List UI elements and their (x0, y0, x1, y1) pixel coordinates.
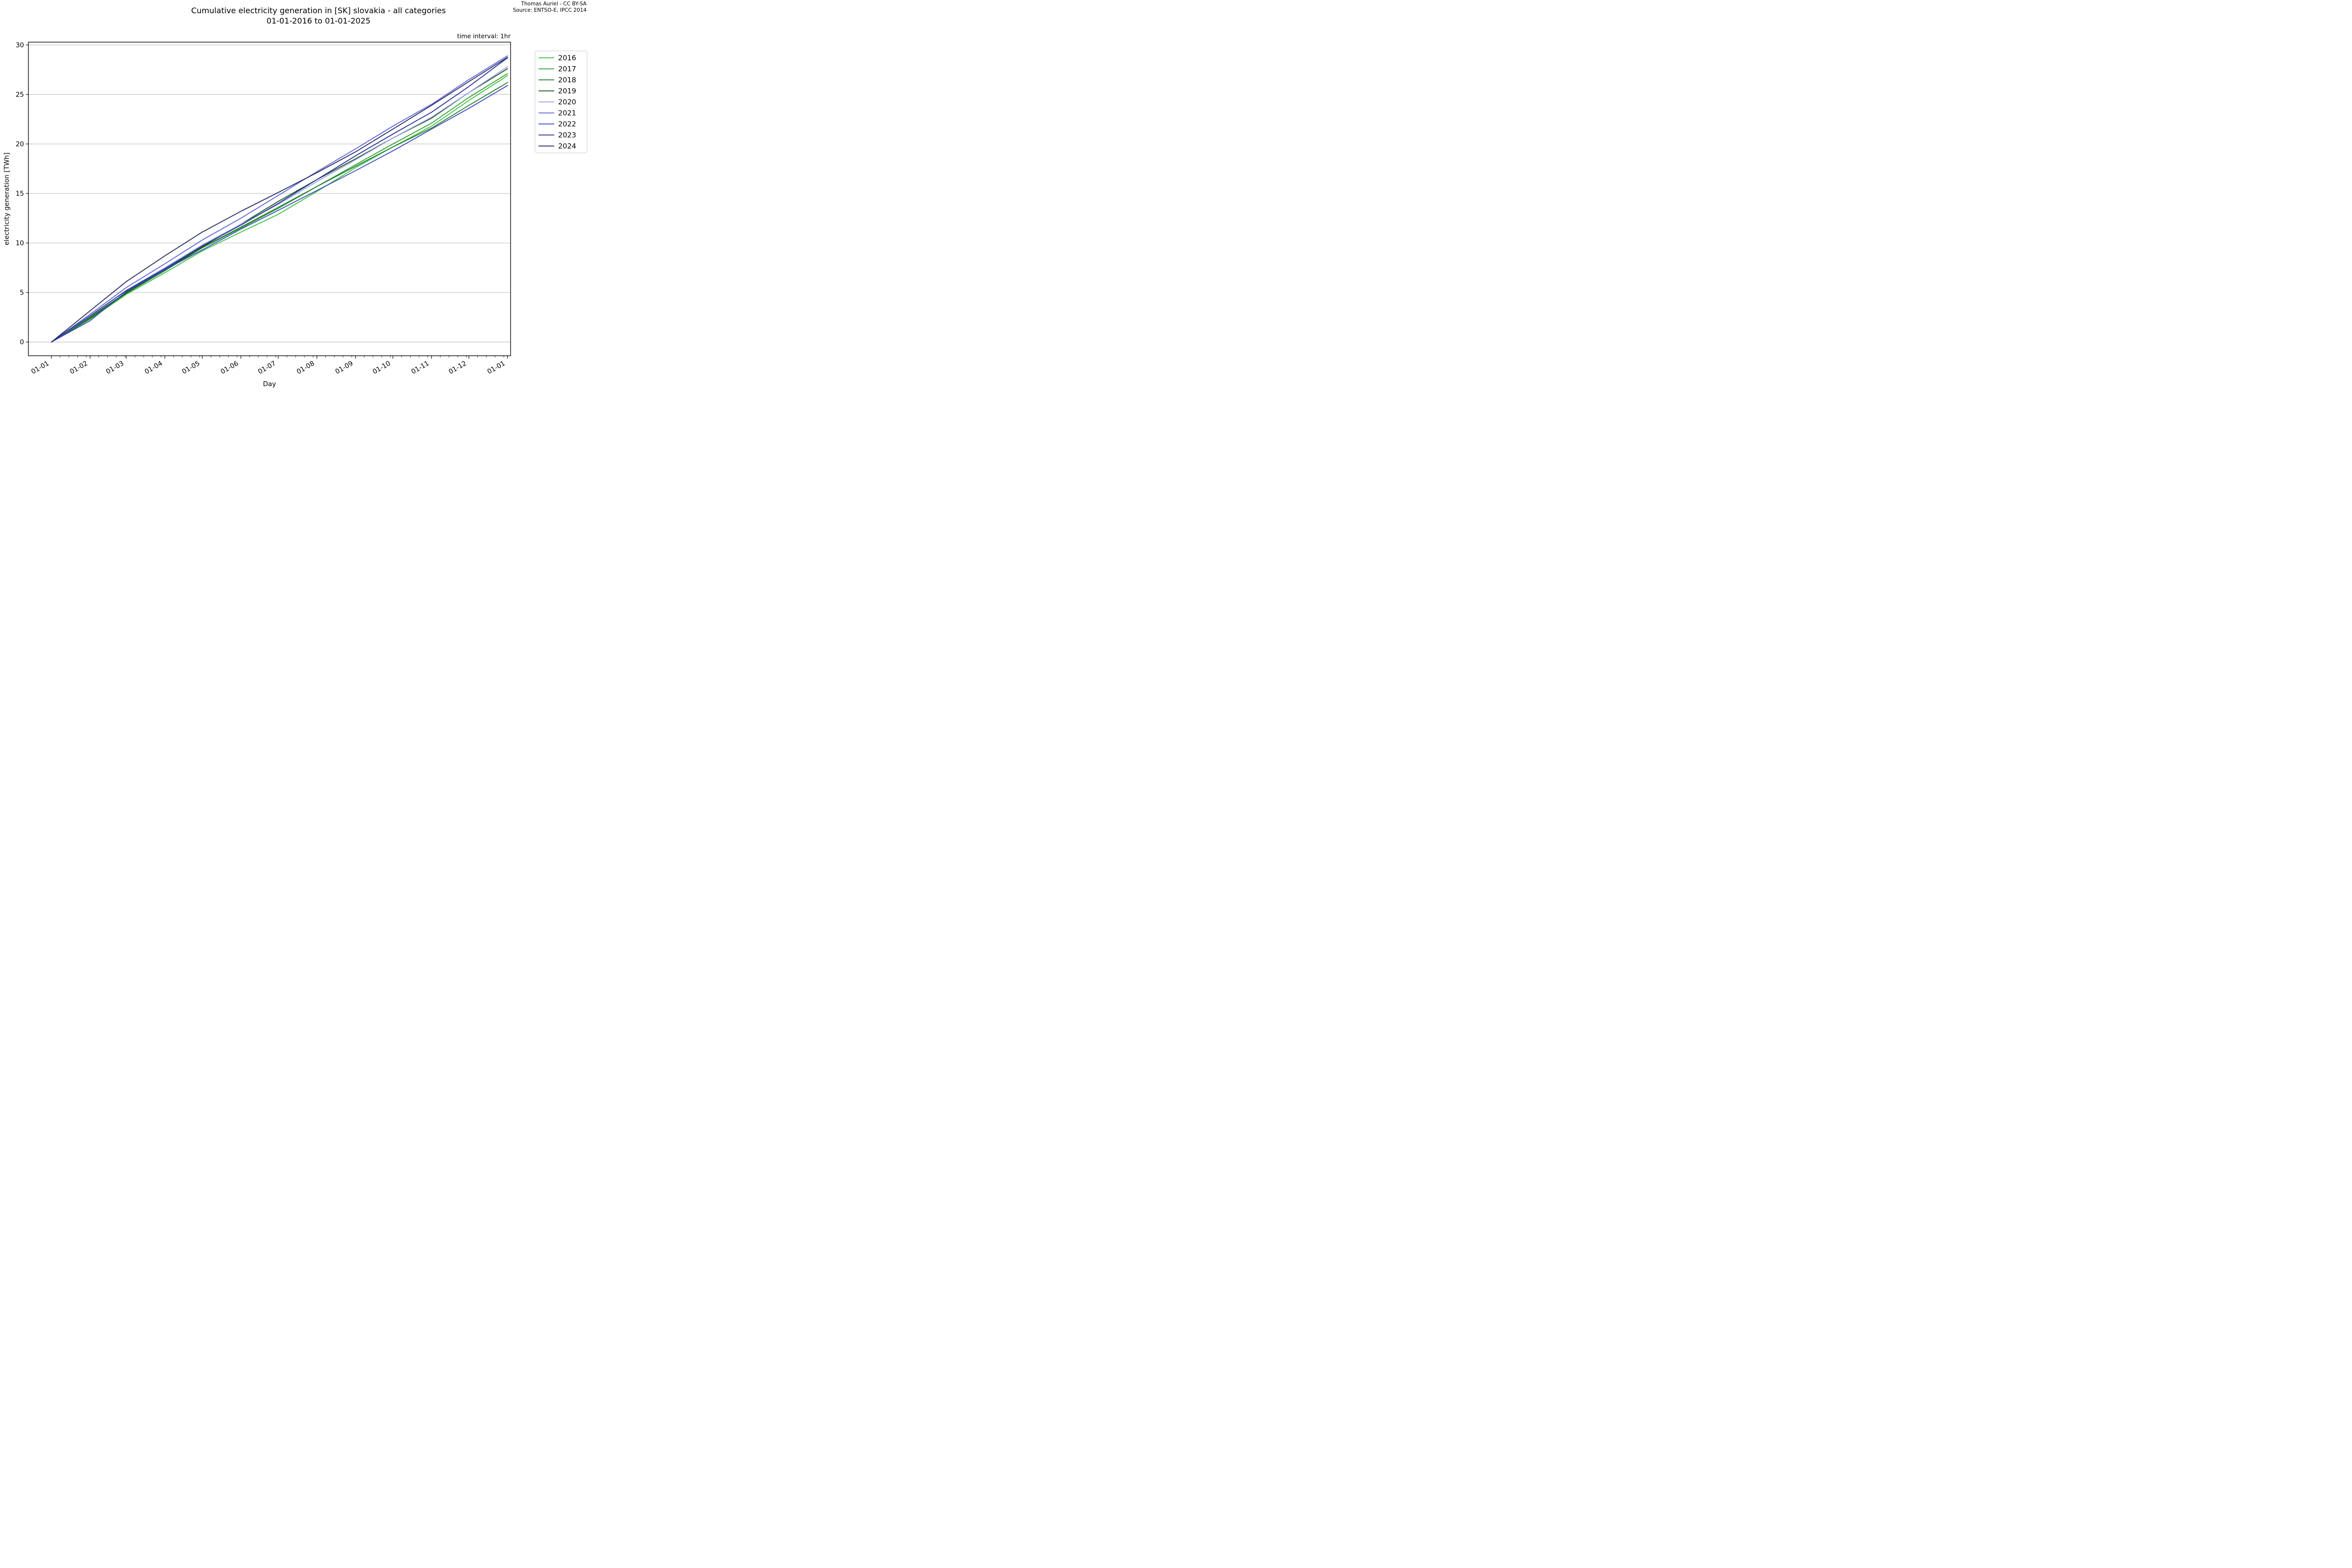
legend-label-2018: 2018 (558, 76, 576, 84)
legend-label-2021: 2021 (558, 110, 576, 118)
plot-border (28, 42, 511, 356)
ytick-label-10: 10 (16, 240, 24, 247)
legend-label-2022: 2022 (558, 121, 576, 128)
series-line-2018 (51, 82, 508, 343)
xtick-label-9: 01-10 (371, 360, 392, 376)
series-line-2022 (51, 85, 508, 343)
legend-label-2020: 2020 (558, 98, 576, 106)
xtick-label-3: 01-04 (143, 360, 164, 376)
series-line-2024 (51, 57, 508, 343)
series-line-2023 (51, 57, 508, 343)
attribution: Thomas Auriel - CC BY-SA Source: ENTSO-E… (513, 1, 587, 14)
legend-label-2019: 2019 (558, 88, 576, 96)
xtick-label-5: 01-06 (220, 360, 240, 376)
ytick-label-15: 15 (16, 190, 24, 198)
ytick-label-5: 5 (20, 289, 24, 297)
chart-svg: 0 5 10 15 20 25 30 01-01 01-02 01-03 01-04 01-05 01-… (3, 41, 588, 388)
y-axis-label: electricity generation [TWh] (3, 152, 11, 245)
attribution-source: Source: ENTSO-E, IPCC 2014 (513, 7, 587, 13)
series-line-2020 (51, 66, 508, 343)
series-line-2019 (51, 68, 508, 343)
figure: 0 5 10 15 20 25 30 01-01 01-02 01-03 01-04 01-05 01-… (0, 0, 588, 392)
xtick-label-4: 01-05 (181, 360, 201, 376)
ytick-label-20: 20 (16, 141, 24, 148)
ytick-label-30: 30 (16, 41, 24, 49)
ytick-label-25: 25 (16, 91, 24, 98)
x-axis-label: Day (263, 380, 276, 388)
xtick-label-12: 01-01 (486, 360, 507, 376)
legend-label-2024: 2024 (558, 143, 576, 150)
series-line-2021 (51, 55, 508, 343)
series-line-2016 (51, 75, 508, 343)
chart-generated: 0 5 10 15 20 25 30 01-01 01-02 01-03 01-04 01-05 01-… (16, 41, 588, 376)
legend-box (535, 50, 588, 153)
xtick-label-1: 01-02 (69, 360, 89, 376)
xtick-label-6: 01-07 (257, 360, 277, 376)
xtick-label-7: 01-08 (295, 360, 316, 376)
series-line-2017 (51, 73, 508, 343)
legend-label-2017: 2017 (558, 66, 576, 74)
xtick-label-10: 01-11 (410, 360, 431, 376)
legend-label-2016: 2016 (558, 54, 576, 62)
ytick-label-0: 0 (20, 339, 24, 346)
xtick-label-2: 01-03 (105, 360, 125, 376)
xtick-label-11: 01-12 (447, 360, 468, 376)
legend-label-2023: 2023 (558, 132, 576, 140)
xtick-label-0: 01-01 (30, 360, 50, 376)
xtick-label-8: 01-09 (334, 360, 355, 376)
attribution-author: Thomas Auriel - CC BY-SA (521, 1, 587, 7)
time-interval-annotation: time interval: 1hr (457, 32, 511, 40)
